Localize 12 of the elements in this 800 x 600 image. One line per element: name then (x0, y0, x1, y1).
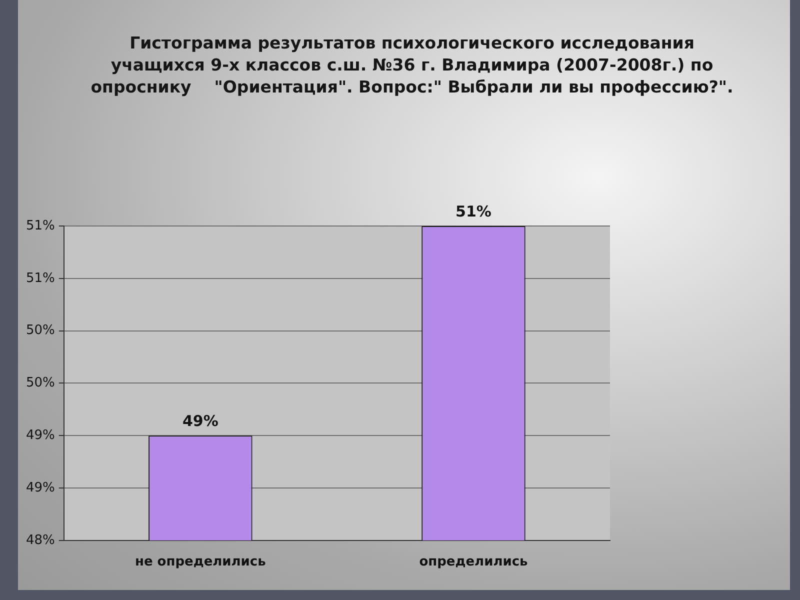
data-label: 49% (182, 412, 218, 430)
y-tick-label: 51% (26, 218, 55, 234)
x-tick-label: определились (419, 554, 528, 570)
y-tick-label: 49% (26, 428, 55, 443)
chart-title: Гистограмма результатов психологического исследования учащихся 9-х классов с.ш. №36 г. Владимира (2007-2008г.) по опроснику "Ориентация". Вопрос:" Выбрали ли вы профессию?". (90, 33, 734, 96)
y-tick-label: 48% (26, 532, 55, 548)
y-tick-label: 50% (26, 376, 55, 391)
data-label: 51% (456, 202, 492, 220)
y-tick-label: 51% (26, 270, 55, 286)
y-tick-label: 49% (26, 480, 55, 496)
y-tick-label: 50% (26, 323, 55, 338)
x-tick-label: не определились (134, 554, 266, 570)
